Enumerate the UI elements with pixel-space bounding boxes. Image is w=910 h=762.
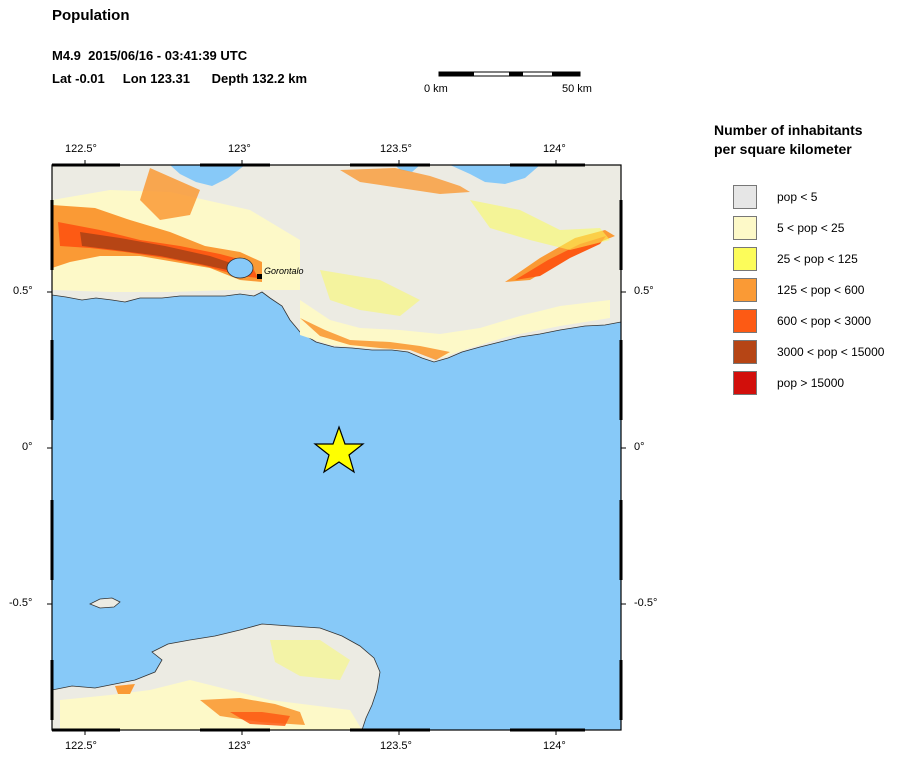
lat-tick-left: -0.5° <box>9 597 33 609</box>
lon-tick-top: 123° <box>228 143 251 155</box>
legend-title-line2: per square kilometer <box>714 141 852 157</box>
scale-end-label: 50 km <box>562 83 592 95</box>
legend-label: 125 < pop < 600 <box>777 283 865 297</box>
event-location-depth: Lat -0.01 Lon 123.31 Depth 132.2 km <box>52 71 308 86</box>
small-island <box>89 597 121 609</box>
lon-tick-bottom: 122.5° <box>65 740 97 752</box>
legend-label: pop < 5 <box>777 190 818 204</box>
lon-tick-bottom: 124° <box>543 740 566 752</box>
legend-label: 5 < pop < 25 <box>777 221 845 235</box>
lat-tick-left: 0.5° <box>13 285 33 297</box>
lat-tick-right: -0.5° <box>634 597 658 609</box>
legend-label: pop > 15000 <box>777 376 845 390</box>
legend-swatch <box>733 185 757 209</box>
scale-start-label: 0 km <box>424 83 448 95</box>
lat-tick-right: 0° <box>634 441 645 453</box>
legend-swatch <box>733 247 757 271</box>
event-magnitude-time: M4.9 2015/06/16 - 03:41:39 UTC <box>52 48 248 63</box>
lon-tick-top: 124° <box>543 143 566 155</box>
lat-tick-left: 0° <box>22 441 33 453</box>
legend-swatch <box>733 309 757 333</box>
legend-label: 600 < pop < 3000 <box>777 314 872 328</box>
legend-swatch <box>733 371 757 395</box>
epicenter-star <box>313 425 365 474</box>
lake-limboto <box>226 257 254 279</box>
legend-title: Number of inhabitants per square kilomet… <box>714 121 863 159</box>
legend-title-line1: Number of inhabitants <box>714 122 863 138</box>
map-frame-ticks <box>50 163 623 732</box>
city-marker <box>257 274 262 279</box>
legend-label: 25 < pop < 125 <box>777 252 858 266</box>
lon-tick-top: 122.5° <box>65 143 97 155</box>
page-title: Population <box>52 7 130 24</box>
lon-tick-bottom: 123.5° <box>380 740 412 752</box>
legend-swatch <box>733 216 757 240</box>
legend-swatch <box>733 278 757 302</box>
legend-label: 3000 < pop < 15000 <box>777 345 885 359</box>
lon-tick-bottom: 123° <box>228 740 251 752</box>
city-label: Gorontalo <box>264 266 304 276</box>
lon-tick-top: 123.5° <box>380 143 412 155</box>
legend-swatch <box>733 340 757 364</box>
lat-tick-right: 0.5° <box>634 285 654 297</box>
